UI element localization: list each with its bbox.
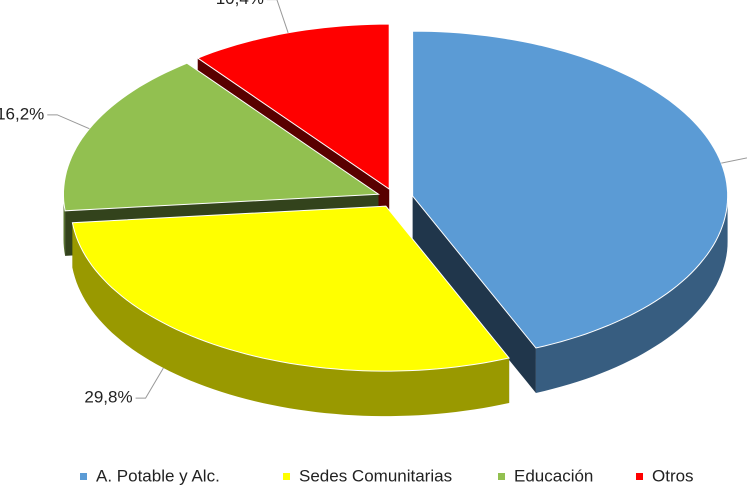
legend-label: A. Potable y Alc. (96, 466, 220, 485)
legend-swatch (636, 473, 643, 480)
legend-swatch (283, 473, 290, 480)
leader-line (266, 0, 289, 33)
leader-line (135, 367, 164, 399)
legend-swatch (80, 473, 87, 480)
slice (63, 62, 380, 212)
slice (71, 205, 511, 372)
slice-side (535, 196, 728, 393)
legend-label: Educación (514, 466, 593, 485)
legend-label: Otros (652, 466, 694, 485)
data-label: 16,2% (0, 104, 44, 123)
data-label: 29,8% (84, 388, 132, 407)
leader-line (47, 114, 90, 130)
legend-label: Sedes Comunitarias (299, 466, 452, 485)
data-label: 10,4% (216, 0, 264, 8)
leader-line (721, 157, 747, 164)
slice-wall (412, 196, 536, 393)
slice-side (72, 222, 510, 417)
legend-swatch (498, 473, 505, 480)
